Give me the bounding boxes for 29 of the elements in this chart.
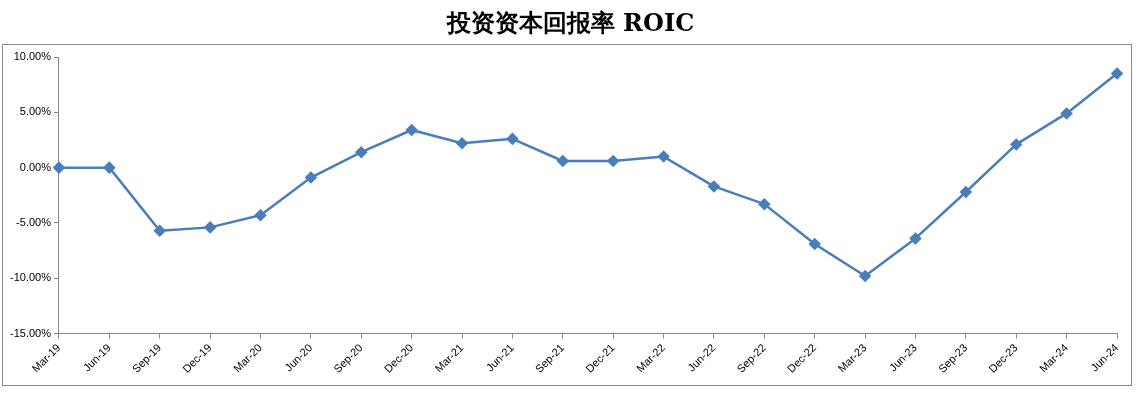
y-tick-label: 0.00% [19,160,52,173]
point [657,150,670,163]
point [758,198,771,210]
point [960,186,972,198]
point [808,238,821,250]
point [53,161,65,174]
point [708,180,720,193]
y-tick-label: -5.00% [16,215,52,228]
point [405,124,418,136]
point [607,155,619,167]
y-tick-label: -15.00% [9,326,52,339]
point [355,146,368,158]
point [103,161,116,174]
y-tick-label: 10.00% [13,50,52,63]
point [1010,138,1022,151]
point [254,209,267,221]
y-tick-label: 5.00% [19,105,52,118]
point [153,224,166,237]
point [305,171,317,184]
point [557,155,569,167]
point [204,221,216,234]
point [506,133,519,145]
point [859,270,871,282]
y-tick-label: -10.00% [9,271,52,284]
point [456,137,468,150]
point [1111,67,1123,80]
chart-title: 投资资本回报率 ROIC [445,7,696,39]
point [1060,107,1073,120]
point [909,232,922,245]
